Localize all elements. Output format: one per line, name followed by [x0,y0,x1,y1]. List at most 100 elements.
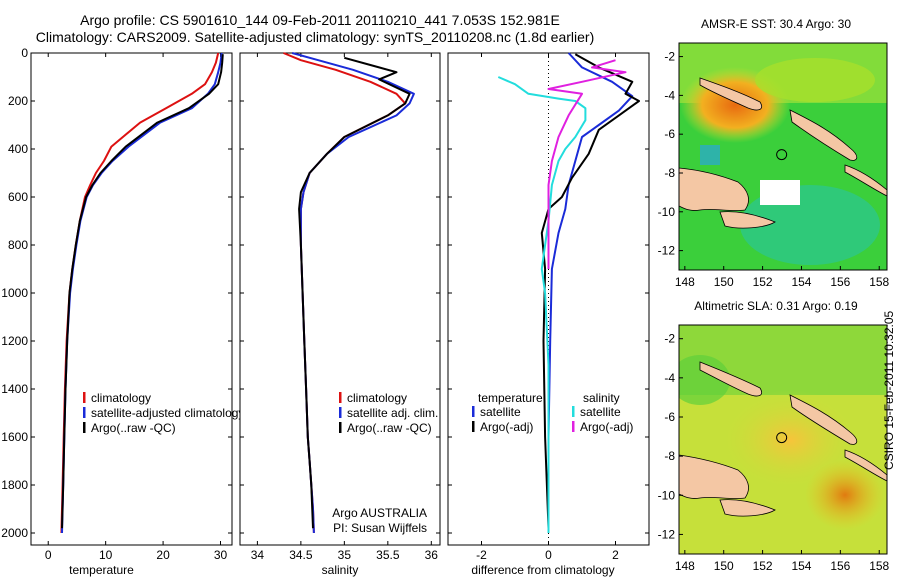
x-tick-label: 2 [612,548,619,562]
temperature-profile-panel: 0 10 20 30 0 200 400 600 800 1000 1200 1400 1600 1800… [1,46,244,577]
legend-label: satellite [580,405,621,419]
x-tick-label: 150 [714,275,734,289]
y-tick-label: 400 [8,142,28,156]
legend-swatch [339,422,342,433]
y-tick-label: -8 [664,166,675,180]
y-tick-label: 1800 [1,478,28,492]
x-tick-label: 0 [45,548,52,562]
y-tick-label: -2 [664,50,675,64]
platform-annotation-line: PI: Susan Wijffels [333,521,427,535]
x-tick-label: -2 [476,548,487,562]
series-line-sal-satellite [497,76,587,533]
legend-label: climatology [347,391,407,405]
x-tick-label: 35.5 [376,548,400,562]
legend-swatch [83,422,86,433]
y-tick-label: 1400 [1,382,28,396]
y-tick-label: 1600 [1,430,28,444]
salinity-profile-panel: 34 34.5 35 35.5 36 salinity climatologysatelli… [239,52,441,577]
sst-cold-pixels [700,145,720,165]
series-line-sal-argo [547,59,627,269]
y-tick-label: -4 [664,371,675,385]
argo-location-marker [776,432,788,444]
x-axis-label: salinity [322,563,359,577]
y-tick-label: -12 [658,527,676,541]
x-tick-label: 150 [714,559,734,573]
legend-title-salinity: salinity [583,391,620,405]
legend-swatch [83,407,86,418]
legend-label: Argo(-adj) [580,420,633,434]
sst-land [679,77,887,229]
x-tick-label: 156 [830,275,850,289]
y-tick-label: 1200 [1,334,28,348]
y-tick-label: 600 [8,190,28,204]
x-tick-label: 148 [675,559,695,573]
x-tick-label: 156 [830,559,850,573]
series-line-temp-satellite [547,52,634,533]
figure-title-line1: Argo profile: CS 5901610_144 09-Feb-2011… [80,12,560,28]
series-line-argo [61,54,224,529]
y-tick-label: -10 [658,205,676,219]
temperature-profile-frame [30,52,233,546]
sla-low-patch [679,355,730,405]
y-tick-label: -12 [658,244,676,258]
legend-label: climatology [91,391,151,405]
y-tick-label: -8 [664,449,675,463]
y-tick-label: 200 [8,94,28,108]
x-tick-label: 152 [753,559,773,573]
x-tick-label: 0 [545,548,552,562]
x-tick-label: 152 [753,275,773,289]
legend-title-temperature: temperature [478,391,543,405]
y-tick-label: -10 [658,488,676,502]
legend-label: Argo(-adj) [480,420,533,434]
x-tick-label: 10 [99,548,113,562]
figure-title-line2: Climatology: CARS2009. Satellite-adjuste… [35,29,595,45]
argo-location-marker [776,149,788,161]
x-tick-label: 154 [791,559,811,573]
y-tick-label: -6 [664,410,675,424]
series-line-temp-argo [540,53,640,529]
legend-swatch [339,407,342,418]
x-tick-label: 34 [251,548,265,562]
x-tick-label: 148 [675,275,695,289]
x-tick-label: 36 [425,548,439,562]
x-tick-label: 34.5 [289,548,313,562]
legend-swatch [572,406,575,417]
series-line-argo [298,56,411,529]
x-tick-label: 158 [869,275,889,289]
side-timestamp: CSIRO 15-Feb-2011 10:32:05 [882,310,896,470]
sst-mid-patch [755,58,875,102]
x-axis-label: difference from climatology [471,563,614,577]
legend-swatch [472,406,475,417]
sla-map-frame [678,324,888,555]
x-tick-label: 35 [338,548,352,562]
platform-annotation-line: Argo AUSTRALIA [332,506,427,520]
sst-missing-data [760,180,800,205]
y-tick-label: 2000 [1,526,28,540]
sst-map-frame [678,42,888,271]
legend-label: Argo(..raw -QC) [347,421,432,435]
legend-swatch [472,421,475,432]
legend-label: satellite-adjusted climatology [91,406,244,420]
sst-map-panel: AMSR-E SST: 30.4 Argo: 30 148 150 152 154 156… [658,17,890,289]
sla-land [679,361,887,517]
legend-swatch [339,392,342,403]
sla-map-panel: Altimetric SLA: 0.31 Argo: 0.19 148 150 152… [658,299,890,573]
y-tick-label: 800 [8,238,28,252]
map-title: Altimetric SLA: 0.31 Argo: 0.19 [694,299,858,313]
legend-label: Argo(..raw -QC) [91,421,176,435]
y-tick-label: -4 [664,88,675,102]
legend-label: satellite [480,405,521,419]
legend-swatch [83,392,86,403]
legend-label: satellite adj. clim. [347,406,438,420]
map-title: AMSR-E SST: 30.4 Argo: 30 [701,17,851,31]
y-tick-label: -6 [664,127,675,141]
y-tick-label: 0 [21,46,28,60]
y-tick-label: -2 [664,332,675,346]
legend-swatch [572,421,575,432]
x-tick-label: 158 [869,559,889,573]
x-tick-label: 154 [791,275,811,289]
x-tick-label: 30 [214,548,228,562]
x-axis-label: temperature [69,563,134,577]
